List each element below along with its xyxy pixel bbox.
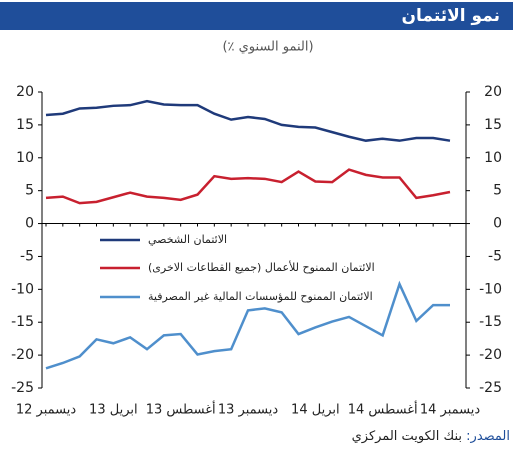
y-tick-label: 10 xyxy=(16,150,34,166)
legend-label: الائتمان الممنوح للمؤسسات المالية غير ال… xyxy=(148,290,373,303)
y2-tick-label: 15 xyxy=(484,117,502,133)
legend-label: الائتمان الممنوح للأعمال (جميع القطاعات … xyxy=(148,260,375,274)
y-tick-label: -15 xyxy=(11,314,34,330)
y2-tick-label: 5 xyxy=(493,183,502,199)
x-tick-label: ديسمبر 13 xyxy=(218,403,279,418)
source-label: المصدر: xyxy=(466,429,510,444)
x-tick-label: ديسمبر 12 xyxy=(16,403,77,418)
y-tick-label: 20 xyxy=(16,84,34,100)
y-tick-label: -20 xyxy=(11,347,34,363)
y-tick-label: -25 xyxy=(11,380,34,396)
y-tick-label: -10 xyxy=(11,281,34,297)
y2-tick-label: -20 xyxy=(479,347,502,363)
legend-label: الائتمان الشخصي xyxy=(148,233,227,246)
x-tick-label: ابريل 13 xyxy=(89,403,138,418)
x-tick-label: ابريل 14 xyxy=(291,403,340,418)
chart-subtitle: (٪ النمو السنوي) xyxy=(222,40,313,55)
series-line xyxy=(45,280,450,370)
y-tick-label: 5 xyxy=(25,183,34,199)
y2-tick-label: 0 xyxy=(493,216,502,232)
y2-tick-label: 20 xyxy=(484,84,502,100)
source-text: بنك الكويت المركزي xyxy=(352,429,462,444)
source: المصدر: بنك الكويت المركزي xyxy=(352,429,510,444)
series-line xyxy=(45,168,451,205)
y2-tick-label: -25 xyxy=(479,380,502,396)
y2-tick-label: 10 xyxy=(484,150,502,166)
y2-tick-label: -5 xyxy=(488,248,502,264)
y-tick-label: -5 xyxy=(20,248,34,264)
x-tick-label: ديسمبر 14 xyxy=(420,403,481,418)
y-tick-label: 0 xyxy=(25,216,34,232)
y-tick-label: 15 xyxy=(16,117,34,133)
y2-tick-label: -10 xyxy=(479,281,502,297)
x-tick-label: أغسطس 13 xyxy=(146,401,216,418)
chart-title: نمو الائتمان xyxy=(402,6,500,26)
series-line xyxy=(45,99,451,142)
y2-tick-label: -15 xyxy=(479,314,502,330)
x-tick-label: أغسطس 14 xyxy=(348,401,418,418)
title-bar xyxy=(0,2,513,30)
